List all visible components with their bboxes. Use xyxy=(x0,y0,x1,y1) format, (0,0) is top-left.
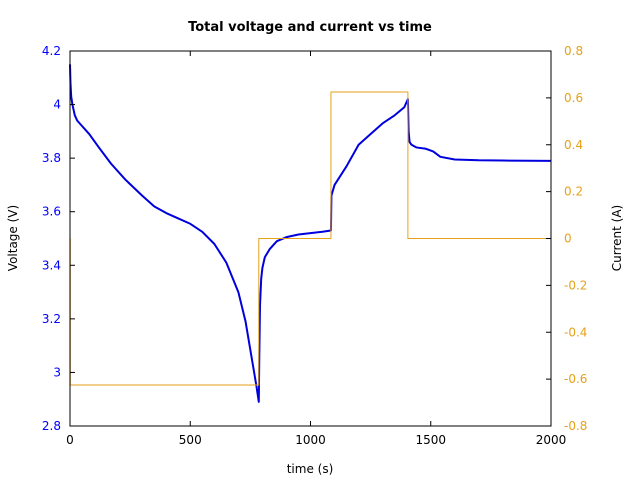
y-left-tick-label: 3.2 xyxy=(42,312,61,326)
y-left-tick-label: 3 xyxy=(53,365,61,379)
y-left-tick-label: 3.4 xyxy=(42,258,61,272)
y-right-tick-label: -0.8 xyxy=(564,419,587,433)
current-series-line xyxy=(69,91,551,386)
x-tick-label: 1000 xyxy=(295,433,326,447)
y-right-tick-label: 0 xyxy=(564,232,572,246)
y-right-tick-label: 0.8 xyxy=(564,44,583,58)
voltage-series-line xyxy=(69,64,552,403)
y-left-tick-label: 3.8 xyxy=(42,151,61,165)
y-right-tick-label: 0.6 xyxy=(564,91,583,105)
y-right-tick-label: -0.2 xyxy=(564,278,587,292)
x-tick-label: 500 xyxy=(179,433,202,447)
y-right-tick-label: -0.4 xyxy=(564,325,587,339)
x-axis-label: time (s) xyxy=(287,462,334,476)
y-left-tick-label: 4 xyxy=(53,98,61,112)
y-right-tick-label: 0.2 xyxy=(564,185,583,199)
y-left-tick-label: 2.8 xyxy=(42,419,61,433)
x-tick-label: 2000 xyxy=(536,433,567,447)
y-left-tick-label: 3.6 xyxy=(42,205,61,219)
chart-title: Total voltage and current vs time xyxy=(188,20,432,35)
y-right-tick-label: 0.4 xyxy=(564,138,583,152)
y-left-tick-label: 4.2 xyxy=(42,44,61,58)
axis-ticks: 0 500 1000 1500 2000 2.8 3 3.2 3.4 3.6 3.8 4 4.2 -0.8… xyxy=(42,44,588,447)
y-left-axis-label: Voltage (V) xyxy=(6,205,20,271)
y-right-axis-label: Current (A) xyxy=(610,205,624,271)
plot-area xyxy=(69,64,552,403)
x-tick-label: 0 xyxy=(66,433,74,447)
x-tick-label: 1500 xyxy=(415,433,446,447)
y-right-tick-label: -0.6 xyxy=(564,372,587,386)
